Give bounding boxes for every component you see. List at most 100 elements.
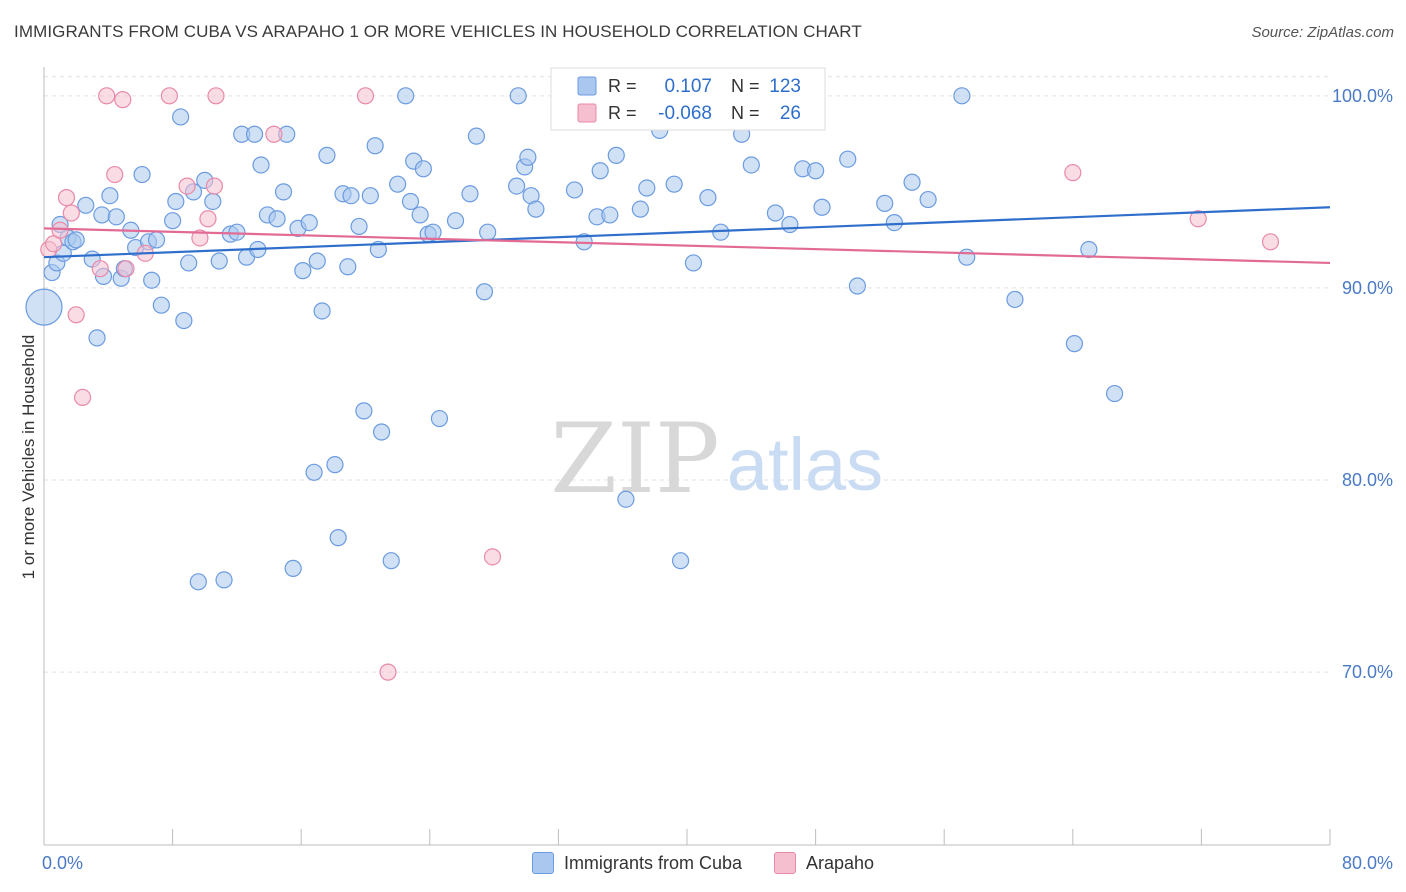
- cuba-point-0: [25, 288, 63, 326]
- arapaho-point-21: [379, 663, 397, 681]
- cuba-point-76: [461, 185, 479, 203]
- cuba-point-75: [446, 212, 465, 230]
- cuba-point-120: [1105, 384, 1124, 403]
- x-tick-label-max: 80.0%: [1342, 853, 1393, 873]
- cuba-point-80: [508, 177, 526, 195]
- arapaho-point-10: [114, 91, 132, 109]
- arapaho-point-17: [205, 177, 223, 195]
- cuba-point-94: [631, 200, 649, 218]
- cuba-point-65: [382, 552, 400, 570]
- cuba-point-97: [665, 175, 683, 193]
- cuba-point-68: [401, 192, 420, 211]
- cuba-point-74: [430, 409, 449, 428]
- cuba-point-62: [366, 137, 384, 155]
- trend-lines: [43, 206, 1331, 265]
- arapaho-point-25: [1261, 233, 1280, 251]
- cuba-point-103: [742, 156, 760, 174]
- arapaho-point-15: [191, 229, 209, 247]
- cuba-point-30: [189, 573, 207, 591]
- series-legend: Immigrants from Cuba Arapaho: [0, 852, 1406, 874]
- gridlines: [44, 76, 1330, 673]
- cuba-point-115: [953, 87, 971, 105]
- legend-swatch-blue: [577, 76, 597, 96]
- series-arapaho-points: [40, 87, 1280, 681]
- cuba-point-99: [684, 254, 703, 272]
- cuba-point-70: [411, 206, 429, 224]
- cuba-point-22: [147, 231, 166, 249]
- cuba-point-100: [699, 189, 717, 207]
- cuba-point-51: [308, 252, 326, 270]
- cuba-point-52: [313, 302, 331, 320]
- cuba-point-64: [372, 423, 391, 441]
- source-credit: Source: ZipAtlas.com: [1251, 24, 1394, 41]
- cuba-point-59: [350, 217, 368, 236]
- cuba-point-117: [1006, 290, 1024, 309]
- cuba-point-23: [152, 296, 170, 314]
- arapaho-point-8: [98, 87, 116, 105]
- cuba-point-58: [342, 187, 360, 205]
- cuba-point-36: [228, 223, 246, 241]
- cuba-point-63: [369, 240, 387, 259]
- trend-line-arapaho: [43, 227, 1331, 265]
- cuba-point-66: [389, 175, 407, 193]
- cuba-point-43: [268, 210, 286, 228]
- cuba-point-98: [671, 552, 690, 570]
- arapaho-point-20: [356, 87, 375, 105]
- cuba-point-79: [479, 223, 497, 241]
- legend-item-arapaho: Arapaho: [774, 852, 874, 874]
- arapaho-point-16: [199, 210, 217, 228]
- cuba-point-109: [839, 150, 857, 168]
- arapaho-point-9: [106, 165, 124, 184]
- cuba-point-107: [806, 162, 825, 180]
- cuba-point-83: [519, 148, 537, 166]
- y-tick-label-3: 70.0%: [1342, 662, 1393, 682]
- cuba-point-11: [93, 206, 111, 224]
- cuba-point-87: [565, 181, 584, 199]
- cuba-point-25: [167, 192, 185, 211]
- cuba-point-108: [813, 198, 831, 216]
- cuba-point-21: [143, 271, 161, 289]
- stats-legend: R = 0.107 N = 123 R = -0.068 N = 26: [550, 67, 826, 131]
- cuba-point-54: [326, 456, 344, 474]
- legend-r-label-2: R =: [608, 103, 637, 123]
- cuba-point-60: [355, 402, 373, 420]
- legend-label-arapaho: Arapaho: [806, 852, 875, 873]
- y-tick-label-2: 80.0%: [1342, 470, 1393, 490]
- legend-n-label-1: N =: [731, 76, 760, 96]
- legend-r-value-2: -0.068: [658, 103, 712, 124]
- cuba-point-73: [424, 223, 442, 241]
- cuba-point-67: [397, 87, 415, 105]
- cuba-point-32: [204, 192, 222, 211]
- cuba-point-116: [958, 248, 976, 266]
- legend-swatch-cuba: [531, 852, 554, 874]
- y-tick-label-0: 100.0%: [1332, 86, 1393, 106]
- arapaho-point-23: [1064, 164, 1082, 182]
- cuba-point-105: [781, 215, 799, 234]
- cuba-point-104: [766, 204, 785, 222]
- cuba-point-49: [300, 214, 318, 232]
- cuba-point-28: [180, 254, 198, 272]
- cuba-point-41: [252, 156, 270, 174]
- legend-item-cuba: Immigrants from Cuba: [531, 852, 742, 874]
- cuba-point-34: [215, 571, 233, 589]
- arapaho-point-24: [1189, 210, 1207, 228]
- cuba-point-110: [848, 277, 866, 295]
- watermark-atlas: atlas: [727, 423, 883, 506]
- cuba-point-44: [274, 183, 293, 201]
- legend-n-value-2: 26: [780, 103, 801, 124]
- cuba-point-95: [638, 179, 656, 197]
- cuba-point-48: [294, 262, 312, 280]
- cuba-point-7: [67, 231, 85, 249]
- cuba-point-14: [107, 208, 125, 226]
- legend-swatch-pink: [577, 103, 597, 123]
- cuba-point-57: [339, 258, 357, 276]
- legend-swatch-arapaho: [774, 852, 796, 874]
- legend-n-label-2: N =: [731, 103, 760, 123]
- y-tick-label-1: 90.0%: [1342, 278, 1393, 298]
- arapaho-point-6: [73, 388, 92, 407]
- cuba-point-112: [885, 214, 903, 232]
- cuba-point-33: [210, 252, 228, 270]
- cuba-point-113: [903, 173, 921, 191]
- arapaho-point-5: [67, 306, 85, 324]
